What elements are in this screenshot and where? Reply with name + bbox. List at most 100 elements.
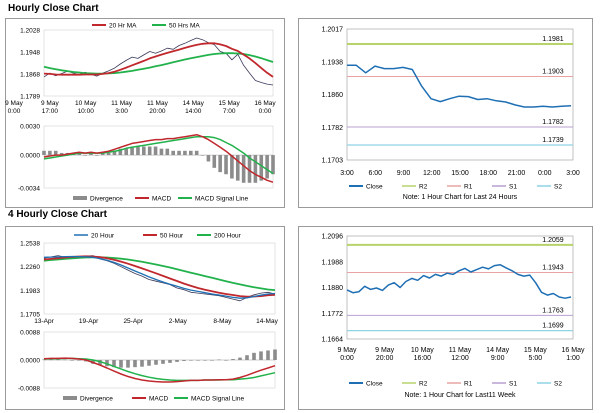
four-hourly-macd-y-tick: 0.0000	[20, 358, 40, 365]
legend-20hr-ma-label: 20 Hr MA	[109, 23, 137, 30]
hourly-divergence-bar	[100, 152, 105, 156]
four-hourly-divergence-bar	[224, 360, 228, 361]
hourly-divergence-bar	[112, 150, 117, 156]
four-hourly-close-y-tick: 1.1880	[322, 285, 344, 292]
hourly-50hrs-ma-series	[43, 52, 274, 75]
legend-four-hourly-divergence-label: Divergence	[80, 396, 113, 403]
hourly-close-x-tick: 0:00	[538, 170, 552, 177]
hourly-divergence-bar	[253, 155, 258, 183]
hourly-price-x-tick-date: 15 May	[218, 100, 240, 107]
four-hourly-price-x-tick: 8-May	[213, 318, 232, 325]
four-hourly-section-title: 4 Hourly Close Chart	[8, 209, 107, 220]
hourly-divergence-bar	[59, 152, 64, 156]
hourly-close-legend-s2-label: S2	[554, 184, 562, 191]
hourly-divergence-bar	[118, 148, 123, 156]
legend-four-hourly-divergence-swatch	[63, 396, 77, 400]
hourly-divergence-bar	[159, 148, 164, 156]
four-hourly-divergence-bar	[210, 360, 214, 361]
four-hourly-price-x-tick: 2-May	[169, 318, 188, 325]
four-hourly-divergence-bar	[252, 352, 256, 360]
legend-four-hourly-macd-label: MACD	[149, 396, 168, 403]
four-hourly-divergence-bar	[119, 360, 123, 368]
hourly-divergence-bar	[265, 155, 269, 179]
four-hourly-macd-y-tick: 0.0088	[20, 330, 40, 337]
four-hourly-price-x-tick: 13-Apr	[34, 318, 54, 325]
four-hourly-divergence-bar	[245, 355, 249, 360]
hourly-divergence-bar	[106, 152, 111, 156]
four-hourly-divergence-bar	[126, 360, 130, 368]
hourly-price-x-tick-time: 10:00	[78, 108, 95, 115]
four-hourly-close-level-r2-label: 1.2059	[542, 237, 564, 244]
four-hourly-close-legend-r2-label: R2	[419, 381, 428, 388]
four-hourly-divergence-bar	[182, 360, 186, 361]
four-hourly-close-y-tick: 1.1772	[322, 311, 344, 318]
four-hourly-divergence-bar	[168, 360, 172, 363]
legend-hourly-macd-signal-label: MACD Signal Line	[195, 196, 248, 203]
four-hourly-close-level-s2-label: 1.1699	[542, 323, 564, 330]
hourly-divergence-bar	[153, 146, 158, 156]
hourly-close-y-tick: 1.1860	[322, 92, 344, 99]
four-hourly-divergence-bar	[56, 359, 60, 361]
four-hourly-macd-series	[43, 357, 276, 383]
hourly-price-x-tick-date: 11 May	[147, 100, 169, 107]
hourly-divergence-bar	[83, 155, 87, 156]
hourly-divergence-bar	[183, 150, 187, 156]
four-hourly-divergence-bar	[231, 359, 235, 360]
hourly-close-y-tick: 1.1703	[322, 158, 344, 165]
four-hourly-price-y-tick: 1.2538	[20, 241, 40, 248]
four-hourly-divergence-bar	[98, 360, 102, 366]
four-hourly-close-close-series	[346, 264, 572, 299]
four-hourly-price-x-tick: 25-Apr	[123, 318, 143, 325]
hourly-price-x-tick-time: 17:00	[42, 108, 59, 115]
hourly-close-y-tick: 1.1782	[322, 125, 344, 132]
four-hourly-divergence-bar	[77, 360, 81, 361]
hourly-close-x-tick: 12:00	[423, 170, 441, 177]
hourly-close-x-tick: 3:00	[340, 170, 354, 177]
hourly-divergence-bar	[200, 155, 205, 156]
four-hourly-divergence-bar	[238, 357, 242, 360]
hourly-price-y-tick: 1.1789	[20, 94, 40, 101]
hourly-price-x-tick-time: 3:00	[115, 108, 128, 115]
four-hourly-price-y-tick: 1.2260	[20, 264, 40, 271]
hourly-price-y-tick: 1.1868	[20, 72, 40, 79]
legend-four-hourly-macd-signal-label: MACD Signal Line	[191, 396, 244, 403]
four-hourly-divergence-bar	[70, 360, 74, 361]
hourly-price-x-tick-date: 9 May	[41, 100, 59, 107]
four-hourly-macd-y-tick: -0.0088	[18, 386, 40, 393]
four-hourly-divergence-bar	[273, 349, 277, 360]
four-hourly-divergence-bar	[49, 359, 53, 361]
hourly-close-legend-s1-label: S1	[509, 184, 517, 191]
hourly-macd-y-tick: -0.0034	[18, 186, 40, 193]
hourly-divergence-bar	[77, 152, 82, 156]
four-hourly-divergence-bar	[259, 351, 263, 360]
hourly-divergence-bar	[212, 155, 217, 168]
hourly-divergence-bar	[95, 155, 99, 156]
four-hourly-divergence-bar	[133, 360, 137, 368]
hourly-divergence-bar	[142, 146, 146, 156]
hourly-close-x-tick: 18:00	[479, 170, 497, 177]
legend-200-hour-label: 200 Hour	[214, 233, 242, 240]
hourly-divergence-bar	[241, 155, 246, 183]
four-hourly-close-x-tick-time: 1:00	[566, 355, 580, 362]
four-hourly-close-x-tick-time: 0:00	[340, 355, 354, 362]
hourly-close-legend-r2-label: R2	[419, 184, 428, 191]
hourly-price-x-tick-date: 9 May	[5, 100, 23, 107]
four-hourly-close-x-tick-date: 11 May	[449, 347, 472, 354]
hourly-close-legend-r1-label: R1	[464, 184, 473, 191]
hourly-divergence-bar	[224, 155, 228, 175]
hourly-price-x-tick-time: 0:00	[8, 108, 21, 115]
hourly-price-x-tick-date: 14 May	[183, 100, 205, 107]
four-hourly-close-x-tick-time: 16:00	[414, 355, 432, 362]
four-hourly-close-legend-s2-label: S2	[554, 381, 562, 388]
hourly-close-legend-close-label: Close	[366, 184, 383, 191]
four-hourly-close-level-r1-label: 1.1943	[542, 264, 564, 271]
hourly-divergence-bar	[259, 155, 264, 181]
hourly-close-x-tick: 6:00	[368, 170, 382, 177]
hourly-close-level-r1-label: 1.1903	[542, 69, 564, 76]
four-hourly-divergence-bar	[196, 360, 200, 361]
four-hourly-divergence-bar	[147, 360, 151, 366]
four-hourly-20-hour-series	[43, 255, 276, 299]
four-hourly-divergence-bar	[140, 360, 144, 367]
four-hourly-divergence-bar	[203, 360, 207, 361]
